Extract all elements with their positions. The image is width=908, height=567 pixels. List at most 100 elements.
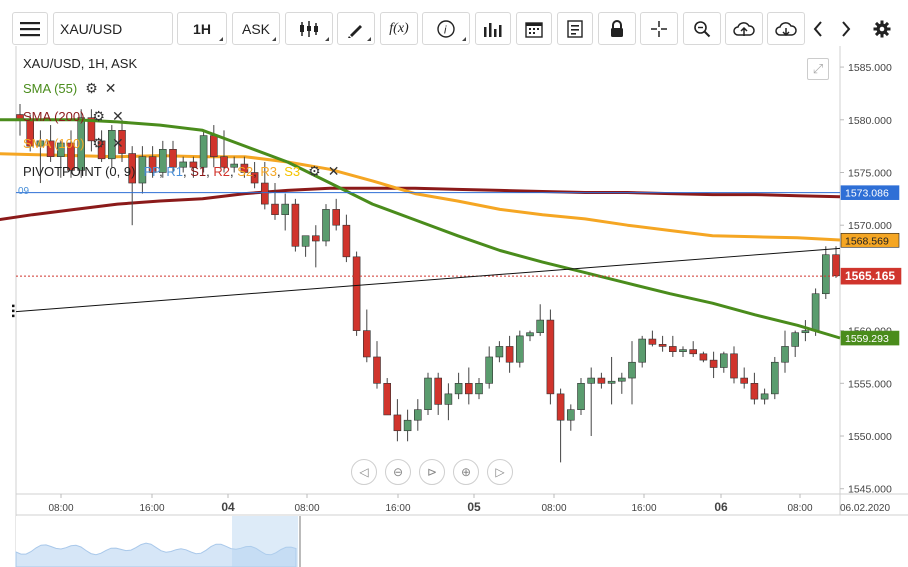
gear-icon[interactable]: ⚙ [92, 107, 105, 124]
price-side-label: ASK [241, 20, 270, 37]
svg-text:i: i [444, 24, 447, 36]
close-icon[interactable]: ✕ [111, 134, 124, 151]
plot-area [16, 46, 840, 494]
pivot-label: PIVOTPOINT (0, 9) [23, 163, 136, 179]
gear-icon[interactable]: ⚙ [85, 79, 98, 96]
crosshair-icon [651, 20, 667, 37]
gear-icon [873, 20, 891, 37]
price-badge-label: 1573.086 [845, 188, 889, 200]
price-tick-label: 1545.000 [848, 484, 892, 496]
gear-icon[interactable]: ⚙ [92, 134, 105, 151]
indicator-sma-55[interactable]: SMA (55) ⚙ ✕ [23, 78, 116, 98]
candle-body [210, 135, 218, 157]
chart-type-button[interactable] [285, 12, 333, 45]
lock-button[interactable] [598, 12, 636, 45]
zoom-in-button[interactable]: ⊕ [453, 459, 479, 485]
chart-frame [15, 46, 908, 567]
time-tick-label: 16:00 [385, 503, 410, 514]
time-tick-label: 16:00 [139, 503, 164, 514]
candle-body [108, 130, 116, 160]
candle-body [179, 161, 187, 168]
indicator-pivotpoint[interactable]: PIVOTPOINT (0, 9) PP, R1, S1, R2, S2, R3… [23, 162, 340, 179]
candle-body [383, 383, 392, 416]
candle-body [260, 182, 269, 205]
chevron-left-icon [813, 20, 822, 37]
candle-body [730, 353, 738, 379]
indicators-button[interactable]: f(x) [380, 12, 418, 45]
overview-navigator [15, 516, 908, 567]
scroll-right-button[interactable] [834, 12, 858, 45]
toolbar: XAU/USD 1H ASK f(x) i [0, 0, 908, 58]
scroll-left-button[interactable] [806, 12, 830, 45]
triangle-right-icon: ▷ [495, 465, 505, 479]
gear-icon[interactable]: ⚙ [308, 162, 321, 179]
reset-view-button[interactable]: ⊳ [419, 459, 445, 485]
candle-body [291, 203, 300, 247]
zoom-button[interactable] [683, 12, 721, 45]
bar-volume-icon [484, 22, 502, 37]
candle-body [791, 332, 800, 347]
candle-body [271, 203, 279, 215]
overlays-layer [12, 192, 841, 318]
symbol-selector[interactable]: XAU/USD [53, 12, 173, 45]
calendar-button[interactable] [516, 12, 552, 45]
candle-body [148, 156, 157, 173]
sma-200-path [0, 186, 841, 222]
cloud-upload-icon [733, 21, 755, 36]
report-button[interactable] [557, 12, 593, 45]
pan-right-button[interactable]: ▷ [487, 459, 513, 485]
candle-body [77, 117, 85, 171]
candle-body [138, 156, 147, 184]
candles-icon [300, 20, 318, 37]
time-tick-label: 08:00 [787, 503, 812, 514]
close-icon[interactable]: ✕ [327, 162, 340, 179]
sma-55-label: SMA (55) [23, 80, 78, 96]
candle-body [505, 346, 514, 363]
pan-left-button[interactable]: ◁ [351, 459, 377, 485]
close-icon[interactable]: ✕ [111, 107, 124, 124]
cloud-download-button[interactable] [767, 12, 805, 45]
zoom-out-button[interactable]: ⊖ [385, 459, 411, 485]
cloud-upload-button[interactable] [725, 12, 763, 45]
indicator-sma-200[interactable]: SMA (200) ⚙ ✕ [23, 106, 124, 126]
zoom-in-icon: ⊕ [460, 465, 472, 479]
close-icon[interactable]: ✕ [104, 79, 117, 96]
pivot-r3: R3 [260, 163, 277, 179]
info-button[interactable]: i [422, 12, 470, 45]
drawing-tools-button[interactable] [337, 12, 375, 45]
settings-button[interactable] [868, 12, 896, 45]
candle-body [36, 140, 45, 147]
price-tick-label: 1580.000 [848, 115, 892, 127]
candle-body [760, 393, 769, 400]
price-tick-label: 1570.000 [848, 220, 892, 232]
reset-icon: ⊳ [426, 465, 438, 479]
crosshair-button[interactable] [640, 12, 678, 45]
volume-button[interactable] [475, 12, 511, 45]
candle-body [352, 256, 361, 331]
time-tick-label: 05 [467, 500, 481, 514]
time-tick-label: 08:00 [294, 503, 319, 514]
price-badge [840, 185, 900, 200]
candle-body [342, 224, 351, 258]
price-badge-label: 1568.569 [845, 235, 889, 247]
candle-body [230, 163, 238, 168]
trendline-handle [12, 314, 15, 318]
candle-body [118, 130, 126, 154]
time-tick-label: 08:00 [48, 503, 73, 514]
draw-pencil-icon [348, 24, 362, 38]
candle-body [526, 332, 534, 337]
time-tick-label: 16:00 [631, 503, 656, 514]
candle-body [709, 359, 718, 368]
candle-body [832, 254, 840, 277]
timeframe-label: 1H [193, 20, 211, 37]
sma-100-label: SMA (100) [23, 135, 85, 151]
candle-body [597, 377, 606, 384]
indicator-sma-100[interactable]: SMA (100) ⚙ ✕ [23, 133, 124, 153]
candle-body [668, 346, 677, 352]
price-side-dropdown[interactable]: ASK [232, 12, 280, 45]
hamburger-menu-button[interactable] [12, 12, 48, 45]
timeframe-dropdown[interactable]: 1H [177, 12, 227, 45]
expand-chart-button[interactable]: ⤢ [807, 58, 829, 80]
zoom-icon [694, 20, 711, 37]
